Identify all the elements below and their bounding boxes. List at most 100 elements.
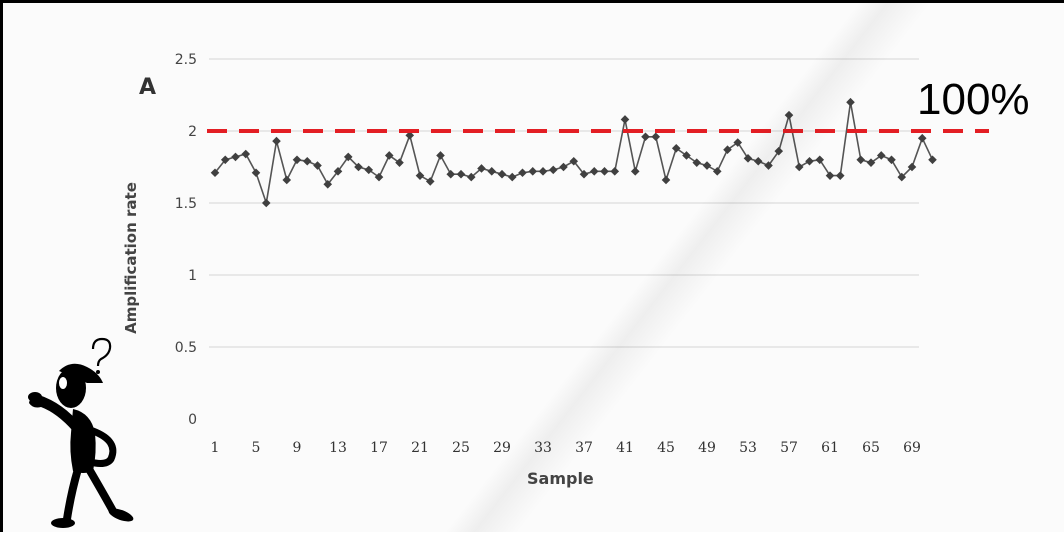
data-point (364, 165, 374, 175)
data-point (231, 152, 240, 162)
data-point (692, 158, 702, 167)
data-point (733, 138, 743, 147)
x-axis-label: Sample (527, 469, 594, 488)
data-point (897, 172, 907, 182)
data-point (354, 162, 363, 172)
data-point (210, 168, 220, 178)
data-point (928, 155, 937, 165)
y-axis-label: Amplification rate (122, 182, 140, 334)
y-tick-label: 2.5 (175, 52, 197, 68)
data-point (548, 165, 558, 175)
data-point (712, 167, 722, 176)
x-tick-label: 21 (411, 440, 429, 456)
data-point (661, 175, 671, 185)
x-tick-label: 17 (370, 440, 388, 456)
data-point (272, 136, 281, 146)
data-point (917, 133, 927, 143)
data-point (620, 115, 630, 124)
data-point (436, 151, 445, 160)
data-point (907, 162, 917, 172)
data-point (784, 110, 794, 120)
data-point (477, 164, 486, 173)
x-tick-label: 5 (252, 440, 261, 456)
data-point (415, 171, 425, 180)
x-tick-label: 41 (616, 440, 634, 456)
y-tick-label: 0 (188, 412, 197, 428)
x-tick-label: 13 (329, 440, 347, 456)
data-point (538, 167, 548, 176)
data-point (743, 154, 753, 163)
y-tick-label: 1 (188, 268, 197, 284)
data-point (466, 172, 476, 182)
x-tick-label: 25 (452, 440, 470, 456)
y-tick-label: 0.5 (175, 340, 197, 356)
data-point (630, 167, 640, 176)
data-point (753, 156, 763, 166)
data-point (487, 167, 497, 176)
data-point (764, 161, 773, 170)
x-tick-label: 45 (657, 440, 675, 456)
data-point (815, 155, 825, 165)
data-point (497, 169, 507, 179)
data-point (323, 179, 333, 189)
data-point (579, 169, 589, 179)
data-point (333, 167, 343, 176)
data-point (384, 151, 394, 160)
x-tick-label: 29 (493, 440, 511, 456)
data-point (702, 161, 712, 170)
data-point (794, 162, 804, 172)
data-point (559, 162, 568, 172)
x-tick-label: 37 (575, 440, 593, 456)
data-point (671, 143, 681, 153)
data-point (282, 175, 292, 185)
series-line (214, 102, 934, 204)
data-point (774, 146, 784, 156)
data-point (610, 167, 620, 176)
data-point (446, 169, 456, 179)
x-tick-label: 1 (211, 440, 220, 456)
data-point (589, 167, 599, 176)
data-point (507, 172, 517, 182)
data-point (569, 156, 579, 166)
data-point (856, 155, 866, 165)
x-tick-label: 33 (534, 440, 552, 456)
data-point (528, 167, 538, 176)
data-point (866, 158, 876, 167)
data-point (220, 155, 230, 165)
panel-label: A (139, 75, 157, 100)
data-point (343, 152, 353, 162)
data-point (876, 151, 886, 160)
data-point (261, 198, 271, 208)
data-point (395, 158, 404, 167)
data-point (835, 171, 845, 180)
amplification-rate-chart: 0 0.5 1 1.5 2 2.5 1 5 9 13 17 21 25 29 33 37 41 45 49 53 57 6… (175, 52, 989, 456)
x-tick-label: 65 (862, 440, 880, 456)
x-tick-label: 53 (739, 440, 757, 456)
data-point (518, 168, 527, 178)
data-point (251, 168, 261, 178)
data-point (456, 169, 466, 179)
x-tick-label: 69 (903, 440, 921, 456)
confused-thinking-figure-icon (28, 337, 134, 528)
x-tick-label: 49 (698, 440, 716, 456)
y-tick-label: 1.5 (175, 196, 197, 212)
data-point (313, 161, 322, 170)
data-point (825, 171, 835, 180)
data-point (651, 132, 661, 142)
data-point (682, 151, 691, 160)
data-point (405, 131, 415, 140)
data-point (374, 172, 384, 182)
data-point (723, 145, 732, 155)
y-tick-label: 2 (188, 124, 197, 140)
data-point (600, 167, 609, 176)
data-point (425, 177, 435, 186)
data-point (302, 156, 312, 166)
data-point (292, 155, 302, 165)
reference-line-label: 100% (917, 75, 1030, 124)
data-point (241, 149, 251, 159)
data-point (887, 155, 896, 165)
data-point (846, 97, 855, 107)
data-point (805, 156, 814, 166)
data-point (641, 132, 650, 142)
